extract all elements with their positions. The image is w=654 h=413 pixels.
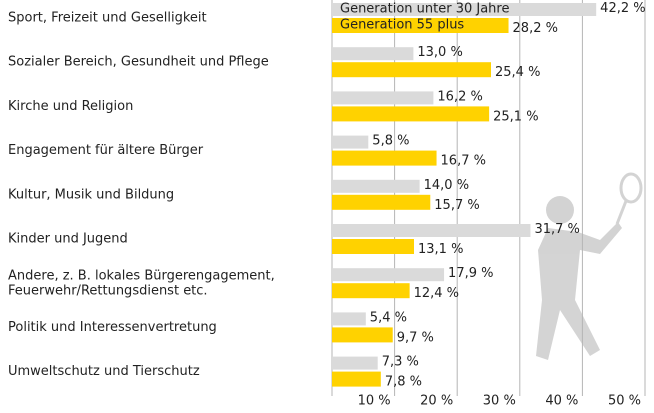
- bar: [332, 106, 490, 122]
- bar: [332, 268, 445, 282]
- value-label: 7,3 %: [382, 355, 419, 370]
- value-label: 25,1 %: [493, 109, 538, 124]
- value-label: 15,7 %: [434, 198, 479, 213]
- category-label: Politik und Interessenvertretung: [8, 320, 217, 335]
- x-tick-label: 10 %: [358, 394, 391, 409]
- value-label: 31,7 %: [534, 222, 579, 237]
- bar: [332, 62, 492, 78]
- x-tick-label: 50 %: [608, 394, 641, 409]
- value-label: 14,0 %: [424, 178, 469, 193]
- x-tick-label: 30 %: [483, 394, 516, 409]
- category-label: Kirche und Religion: [8, 99, 133, 114]
- value-label: 42,2 %: [600, 1, 645, 16]
- value-label: 13,1 %: [418, 242, 463, 257]
- bar: [332, 179, 420, 193]
- legend-label: Generation unter 30 Jahre: [340, 2, 509, 17]
- category-label: Andere, z. B. lokales Bürgerengagement, F…: [8, 268, 275, 298]
- category-label: Umweltschutz und Tierschutz: [8, 364, 200, 379]
- bar: [332, 135, 369, 149]
- value-label: 25,4 %: [495, 65, 540, 80]
- value-label: 28,2 %: [513, 21, 558, 36]
- category-label: Sozialer Bereich, Gesundheit und Pflege: [8, 55, 269, 70]
- bar: [332, 239, 415, 254]
- value-label: 7,8 %: [385, 375, 422, 390]
- bar: [332, 91, 434, 105]
- value-label: 9,7 %: [397, 330, 434, 345]
- value-label: 13,0 %: [417, 45, 462, 60]
- value-label: 16,2 %: [437, 89, 482, 104]
- bar: [332, 283, 410, 299]
- legend-label: Generation 55 plus: [340, 18, 464, 33]
- bar: [332, 150, 437, 166]
- bar: [332, 3, 597, 16]
- value-label: 5,4 %: [370, 310, 407, 325]
- category-label: Sport, Freizeit und Geselligkeit: [8, 11, 207, 26]
- bar: [332, 47, 414, 61]
- value-label: 16,7 %: [441, 154, 486, 169]
- bar: [332, 18, 509, 33]
- player-silhouette: [536, 172, 643, 360]
- bar: [332, 312, 366, 326]
- category-label: Kinder und Jugend: [8, 232, 128, 247]
- category-label: Kultur, Musik und Bildung: [8, 187, 174, 202]
- bar: [332, 327, 393, 343]
- category-label: Engagement für ältere Bürger: [8, 143, 204, 158]
- bar: [332, 194, 431, 210]
- value-label: 17,9 %: [448, 266, 493, 281]
- x-tick-label: 40 %: [545, 394, 578, 409]
- bar: [332, 371, 381, 387]
- x-tick-label: 20 %: [420, 394, 453, 409]
- value-label: 12,4 %: [414, 286, 459, 301]
- bar: [332, 356, 378, 370]
- bar: [332, 224, 531, 237]
- value-label: 5,8 %: [372, 134, 409, 149]
